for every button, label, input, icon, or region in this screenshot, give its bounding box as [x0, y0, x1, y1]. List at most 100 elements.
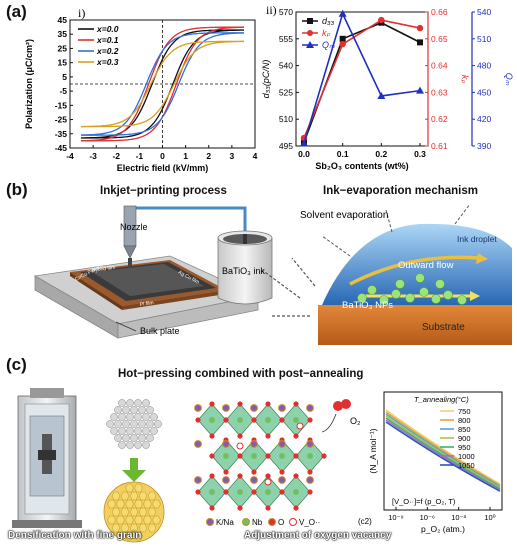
- legend-marker: [307, 18, 313, 24]
- ink-cup: [217, 230, 273, 305]
- right1-tick-label: 0.62: [431, 114, 448, 124]
- hot-press-apparatus: [12, 388, 82, 528]
- chart-i-tag: i): [78, 6, 85, 20]
- dense-grain: [138, 523, 148, 533]
- y-tick-label: -5: [59, 86, 67, 96]
- left-axis-label: d₃₃(pC/N): [262, 60, 271, 99]
- y-tick-label: -15: [55, 100, 68, 110]
- kna-atom: [278, 476, 286, 484]
- dense-grain: [125, 531, 134, 541]
- printed-board: [70, 260, 226, 310]
- y-tick-label: 25: [58, 43, 68, 53]
- dense-grain: [147, 491, 157, 501]
- legend-label: 950: [458, 443, 471, 452]
- legend-label: 1000: [458, 452, 475, 461]
- kna-atom: [306, 440, 314, 448]
- o-atom: [251, 469, 257, 475]
- y-tick-label: 15: [58, 58, 68, 68]
- o-atom: [237, 401, 243, 407]
- nb-atom: [237, 489, 243, 495]
- dense-grain: [152, 499, 161, 509]
- chart-ii-panel-tag: ii): [266, 4, 277, 17]
- nanoparticle: [415, 273, 425, 283]
- y-tick-label: -25: [55, 115, 68, 125]
- nanoparticle: [457, 295, 467, 305]
- dense-grain: [134, 483, 143, 493]
- panel-a-label: (a): [6, 2, 27, 21]
- densified-grains: [103, 481, 165, 543]
- right1-tick-label: 0.64: [431, 61, 448, 71]
- x-tick-label: 0.3: [414, 149, 426, 159]
- right2-axis-label: Qₘ: [504, 73, 514, 86]
- y-axis-label: Polarization (μC/cm²): [24, 39, 34, 129]
- kna-atom: [194, 476, 202, 484]
- vacancy-chart: (N_A mol⁻¹) 10⁻⁹ 10⁻⁶ 10⁻³ 10⁰ p_O₂ (atm.) T_a…: [358, 391, 503, 534]
- panel-b-illustration: Cr/Cu Pattern Hybrid film PI film Ag Cu …: [33, 203, 512, 345]
- dense-grain: [138, 491, 148, 501]
- legend-label: x=0.3: [96, 57, 119, 67]
- powder-grain: [150, 413, 158, 421]
- nozzle: [123, 205, 247, 268]
- nanoparticle: [379, 295, 389, 305]
- powder-grain: [126, 399, 134, 407]
- vacancy-site: [296, 422, 304, 430]
- o-atom: [321, 453, 327, 459]
- dense-grain: [143, 499, 152, 509]
- right2-tick-label: 540: [477, 7, 491, 17]
- o-atom: [307, 489, 313, 495]
- o-atom: [307, 417, 313, 423]
- legend-label: x=0.0: [96, 24, 119, 34]
- data-point: [300, 139, 308, 147]
- kna-atom: [194, 440, 202, 448]
- data-point: [339, 35, 346, 42]
- dense-grain: [125, 499, 134, 509]
- droplet-label: Ink droplet: [457, 234, 497, 244]
- nb-atom: [293, 417, 299, 423]
- o-atom: [209, 453, 215, 459]
- powder-grain: [110, 427, 118, 435]
- properties-chart: 570 555 540 525 510 495 d₃₃(pC/N) 0.66 0.65 0.64 0…: [262, 4, 514, 171]
- solvent-label: Solvent evaporation: [300, 210, 388, 221]
- vacancy-curve: [385, 419, 501, 491]
- x-tick-label: 10⁻³: [451, 513, 466, 522]
- x-tick-label: -1: [136, 151, 144, 161]
- legend-label: d₃₃: [322, 16, 335, 26]
- y-tick-label: -45: [55, 143, 68, 153]
- powder-grain: [142, 413, 150, 421]
- right1-tick-label: 0.61: [431, 141, 448, 151]
- o-atom: [265, 453, 271, 459]
- powder-grain: [134, 427, 142, 435]
- dense-grain: [107, 515, 116, 525]
- kna-atom: [278, 440, 286, 448]
- dense-grain: [120, 507, 130, 517]
- o-atom: [223, 417, 229, 423]
- vacancy-curve: [385, 411, 501, 486]
- nanoparticle: [367, 285, 377, 295]
- x-axis-label: p_O₂ (atm.): [421, 524, 465, 534]
- x-tick-label: 0.0: [298, 149, 310, 159]
- hysteresis-loop: [80, 40, 245, 128]
- powder-grain: [126, 427, 134, 435]
- series-line: [303, 11, 421, 144]
- o-atom: [237, 473, 243, 479]
- powder-grain: [106, 420, 114, 428]
- nanoparticle: [435, 279, 445, 289]
- dense-grain: [116, 515, 125, 525]
- powder-grain: [134, 441, 142, 449]
- x-axis-label: Sb₂O₃ contents (wt%): [315, 161, 408, 171]
- o-atom: [265, 433, 271, 439]
- legend-label: x=0.2: [96, 46, 119, 56]
- data-point: [338, 9, 347, 17]
- powder-grain: [110, 413, 118, 421]
- powder-grain: [138, 406, 146, 414]
- x-tick-label: -4: [66, 151, 74, 161]
- powder-grain: [146, 434, 154, 442]
- legend-atom-label: K/Na: [216, 518, 234, 527]
- powder-grain: [114, 406, 122, 414]
- dense-grain: [138, 507, 148, 517]
- vacancy-curve: [385, 415, 501, 489]
- powder-grain: [142, 441, 150, 449]
- nanoparticle: [431, 294, 441, 304]
- x-tick-label: 0.2: [375, 149, 387, 159]
- dense-grain: [125, 483, 134, 493]
